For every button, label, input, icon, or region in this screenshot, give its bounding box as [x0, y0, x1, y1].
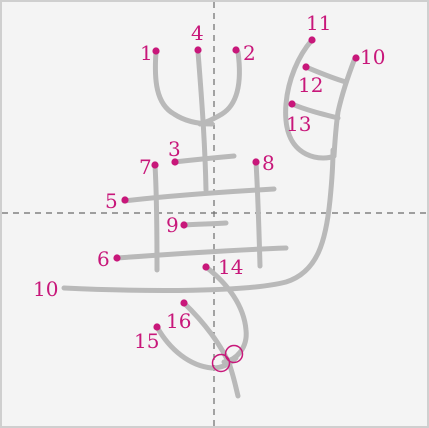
- stroke-11: [283, 37, 337, 161]
- stroke-number-9: 9: [166, 213, 179, 237]
- crossing-ring-left: [211, 353, 231, 373]
- stroke-13: [289, 101, 341, 121]
- stroke-number-11: 11: [306, 11, 331, 35]
- start-dot-11: [308, 36, 316, 44]
- stroke-number-3: 3: [168, 137, 181, 161]
- stroke-number-6: 6: [97, 247, 110, 271]
- stroke-16: [181, 300, 241, 399]
- stroke-number-15: 15: [134, 329, 159, 353]
- start-dot-9: [180, 221, 188, 229]
- stroke-number-8: 8: [262, 151, 275, 175]
- stroke-4: [195, 49, 209, 193]
- start-dot-16: [180, 299, 188, 307]
- stroke-number-10-left: 10: [33, 277, 58, 301]
- stroke-5: [121, 186, 277, 204]
- stroke-9: [181, 220, 229, 228]
- stroke-number-12: 12: [298, 73, 323, 97]
- start-dot-2: [232, 46, 240, 54]
- stroke-number-14: 14: [218, 255, 243, 279]
- stroke-number-7: 7: [139, 155, 152, 179]
- start-dot-7: [151, 161, 159, 169]
- start-dot-1: [152, 47, 160, 55]
- start-dot-4: [194, 46, 202, 54]
- stroke-3: [171, 153, 237, 165]
- stroke-number-13: 13: [286, 112, 311, 136]
- crossing-ring-right: [224, 344, 244, 364]
- stroke-6: [114, 245, 289, 261]
- start-dot-15: [153, 323, 161, 331]
- start-dot-3: [171, 158, 179, 166]
- stroke-number-5: 5: [105, 189, 118, 213]
- start-dot-8: [252, 158, 260, 166]
- start-dot-10: [352, 54, 360, 62]
- start-dot-6: [113, 254, 121, 262]
- stroke-number-10-right: 10: [360, 45, 385, 69]
- stroke-8: [253, 159, 263, 269]
- start-dot-12: [302, 63, 310, 71]
- stroke-10-hook: [61, 147, 336, 293]
- stroke-number-2: 2: [243, 41, 256, 65]
- start-dot-5: [121, 196, 129, 204]
- stroke-number-1: 1: [140, 41, 153, 65]
- start-dot-14: [202, 263, 210, 271]
- stroke-10-right: [331, 55, 358, 159]
- stroke-7: [152, 162, 160, 273]
- stroke-2: [197, 49, 242, 127]
- stroke-number-4: 4: [191, 21, 204, 45]
- start-dot-13: [288, 100, 296, 108]
- stroke-number-16: 16: [166, 309, 191, 333]
